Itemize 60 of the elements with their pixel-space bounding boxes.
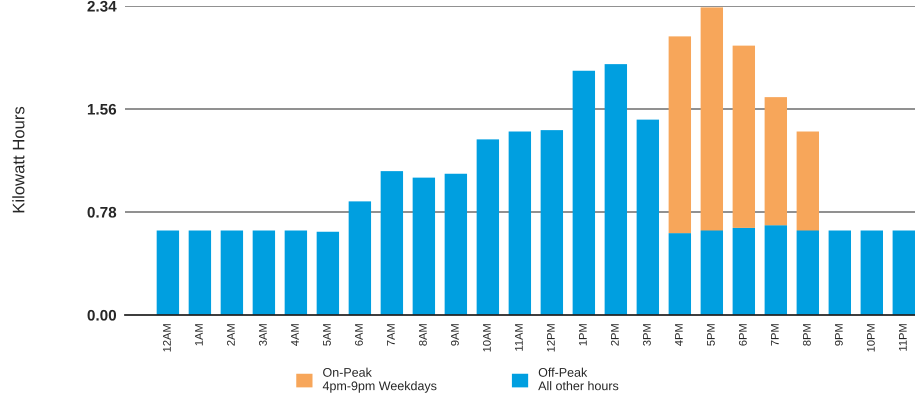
x-tick-label: 8PM <box>802 324 811 346</box>
x-tick-label: 12AM <box>162 324 171 352</box>
bar <box>284 230 308 315</box>
x-tick-label: 2PM <box>610 324 619 346</box>
x-tick-label: 1PM <box>579 324 587 346</box>
bar <box>636 120 660 315</box>
bar <box>892 230 915 315</box>
bar <box>252 230 276 315</box>
bar <box>156 230 180 315</box>
bar <box>508 131 532 315</box>
x-tick-label: 6AM <box>354 324 363 346</box>
bar <box>188 230 212 315</box>
bar <box>732 46 756 228</box>
legend-label: Off-Peak All other hours <box>538 368 618 390</box>
bar <box>796 131 820 230</box>
x-tick-label: 7AM <box>387 324 395 346</box>
x-tick-label: 1AM <box>195 324 203 346</box>
x-tick-label: 7PM <box>771 324 779 346</box>
bar <box>316 232 340 315</box>
x-tick-label: 6PM <box>738 324 747 346</box>
y-tick-label: 2.34 <box>87 0 117 12</box>
x-tick-label: 11PM <box>899 324 907 351</box>
x-tick-label: 8AM <box>418 324 427 346</box>
bar <box>764 97 788 226</box>
legend-label: On-Peak 4pm-9pm Weekdays <box>322 368 436 393</box>
bar <box>732 228 756 315</box>
x-tick-label: 11AM <box>515 324 523 351</box>
x-tick-label: 9PM <box>834 324 843 346</box>
x-tick-label: 12PM <box>546 324 555 352</box>
bar <box>828 230 852 315</box>
x-tick-label: 10AM <box>482 324 491 352</box>
y-tick-label: 0.78 <box>88 206 116 218</box>
bar <box>348 201 372 315</box>
bar <box>700 230 724 315</box>
x-tick-label: 4PM <box>675 324 683 346</box>
bar <box>380 171 404 315</box>
bar <box>476 139 500 315</box>
bar <box>572 70 596 315</box>
y-axis-title: Kilowatt Hours <box>12 106 24 212</box>
bar <box>668 36 692 234</box>
x-tick-label: 4AM <box>291 324 299 346</box>
bar <box>796 230 820 315</box>
bar <box>860 230 884 315</box>
y-tick-label: 1.56 <box>88 104 116 115</box>
bar <box>220 230 244 315</box>
bar <box>764 225 788 315</box>
x-tick-label: 3AM <box>258 324 267 346</box>
bar <box>700 7 724 230</box>
bar <box>668 233 692 315</box>
bar <box>604 64 628 315</box>
bar <box>412 178 436 315</box>
x-tick-label: 5AM <box>323 324 331 346</box>
x-tick-label: 10PM <box>866 324 875 352</box>
x-tick-label: 9AM <box>450 324 459 346</box>
bar <box>540 130 564 315</box>
x-tick-label: 3PM <box>642 324 651 346</box>
y-tick-label: 0.00 <box>88 310 116 321</box>
x-tick-label: 5PM <box>707 324 715 346</box>
x-tick-label: 2AM <box>226 324 235 346</box>
bar <box>444 174 468 315</box>
